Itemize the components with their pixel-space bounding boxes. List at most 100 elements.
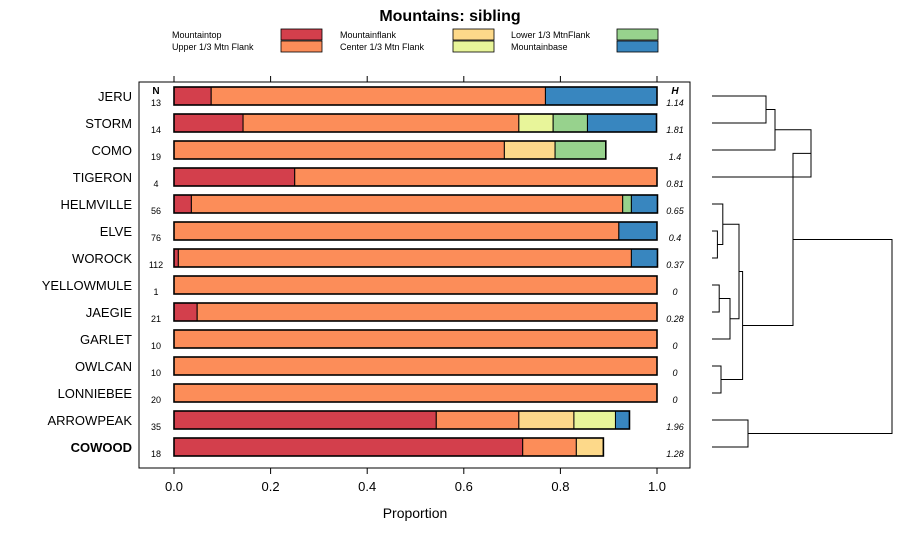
n-value-lonniebee: 20 (151, 395, 161, 405)
h-value-arrowpeak: 1.96 (666, 422, 684, 432)
bar-garlet-upper-1-3-mtn-flank (173, 329, 658, 349)
dendrogram-link-5 (712, 284, 720, 313)
h-labels: 1.14 1.81 1.4 0.81 0.65 0.4 0.37 0 0.28 0 0 0 1.96 1.… (666, 98, 685, 459)
x-axis-label: Proportion (383, 505, 448, 521)
n-column-header: N (152, 86, 159, 97)
dendrogram-link-3 (712, 230, 718, 259)
bar-cowood-upper-1-3-mtn-flank (522, 437, 577, 457)
x-tick-label-0: 0.0 (165, 479, 183, 494)
bar-jeru-upper-1-3-mtn-flank (210, 86, 546, 106)
bar-cowood-mountainflank (575, 437, 604, 457)
category-labels: JERU STORM COMO TIGERON HELMVILLE ELVE WOROCK Y… (42, 89, 133, 455)
bar-outline-como (173, 140, 607, 160)
h-value-garlet: 0 (672, 341, 677, 351)
row-label-cowood: COWOOD (71, 440, 132, 455)
dendrogram-link-0 (712, 95, 767, 124)
legend-label-lower: Lower 1/3 MtnFlank (511, 30, 591, 40)
legend-label-base: Mountainbase (511, 42, 568, 52)
dendrogram-link-12 (748, 238, 893, 434)
bar-tigeron-upper-1-3-mtn-flank (294, 167, 658, 187)
bar-como-upper-1-3-mtn-flank (173, 140, 505, 160)
dendrogram-link-6 (712, 298, 731, 340)
bar-cowood-mountaintop (173, 437, 524, 457)
bar-arrowpeak-mountainflank (518, 410, 575, 430)
bar-outline-lonniebee (173, 383, 658, 403)
bar-arrowpeak-upper-1-3-mtn-flank (435, 410, 520, 430)
bar-elve-upper-1-3-mtn-flank (173, 221, 620, 241)
bar-outline-jeru (173, 86, 658, 106)
legend-label-center: Center 1/3 Mtn Flank (340, 42, 425, 52)
h-value-elve: 0.4 (669, 233, 682, 243)
bar-lonniebee-upper-1-3-mtn-flank (173, 383, 658, 403)
h-value-storm: 1.81 (666, 125, 684, 135)
row-label-como: COMO (92, 143, 132, 158)
x-tick-label-5: 1.0 (648, 479, 666, 494)
row-label-elve: ELVE (100, 224, 133, 239)
bar-helmville-lower-1-3-mtnflank (622, 194, 632, 214)
n-value-elve: 76 (151, 233, 161, 243)
legend: Mountaintop Mountainflank Lower 1/3 MtnFla… (172, 28, 659, 53)
bar-outline-garlet (173, 329, 658, 349)
legend-swatch-center (452, 40, 495, 53)
n-value-cowood: 18 (151, 449, 161, 459)
n-value-storm: 14 (151, 125, 161, 135)
row-label-arrowpeak: ARROWPEAK (47, 413, 132, 428)
bar-arrowpeak-center-1-3-mtn-flank (573, 410, 616, 430)
bar-worock-mountainbase (630, 248, 658, 268)
h-value-jeru: 1.14 (666, 98, 684, 108)
bar-outline-elve (173, 221, 658, 241)
bar-outline-arrowpeak (173, 410, 631, 430)
bar-outline-yellowmule (173, 275, 658, 295)
row-label-tigeron: TIGERON (73, 170, 132, 185)
h-value-jaegie: 0.28 (666, 314, 684, 324)
h-value-yellowmule: 0 (672, 287, 677, 297)
bars-group (173, 86, 659, 457)
bar-arrowpeak-mountaintop (173, 410, 437, 430)
h-value-lonniebee: 0 (672, 395, 677, 405)
bar-outline-jaegie (173, 302, 658, 322)
bar-owlcan-upper-1-3-mtn-flank (173, 356, 658, 376)
bar-arrowpeak-mountainbase (614, 410, 630, 430)
n-value-garlet: 10 (151, 341, 161, 351)
h-column-header: H (671, 86, 679, 97)
bar-outline-cowood (173, 437, 605, 457)
legend-swatch-base (616, 40, 659, 53)
legend-swatch-mountainflank (452, 28, 495, 41)
legend-label-mountainflank: Mountainflank (340, 30, 397, 40)
legend-swatch-lower (616, 28, 659, 41)
bar-helmville-mountaintop (173, 194, 192, 214)
n-value-tigeron: 4 (153, 179, 158, 189)
dendrogram-link-7 (722, 223, 740, 320)
row-label-garlet: GARLET (80, 332, 132, 347)
x-tick-label-2: 0.4 (358, 479, 376, 494)
legend-label-mountaintop: Mountaintop (172, 30, 222, 40)
row-label-owlcan: OWLCAN (75, 359, 132, 374)
n-value-jaegie: 21 (151, 314, 161, 324)
dendrogram-link-11 (712, 419, 749, 448)
bar-jeru-mountainbase (544, 86, 658, 106)
dendrogram-link-8 (712, 365, 722, 394)
bar-storm-upper-1-3-mtn-flank (242, 113, 520, 133)
bar-elve-mountainbase (618, 221, 658, 241)
h-value-como: 1.4 (669, 152, 682, 162)
n-value-worock: 112 (149, 260, 163, 270)
row-label-jeru: JERU (98, 89, 132, 104)
bar-jaegie-mountaintop (173, 302, 198, 322)
bar-helmville-upper-1-3-mtn-flank (190, 194, 624, 214)
row-label-lonniebee: LONNIEBEE (58, 386, 133, 401)
dendrogram (712, 95, 893, 448)
h-value-tigeron: 0.81 (666, 179, 684, 189)
bar-outline-tigeron (173, 167, 658, 187)
h-value-worock: 0.37 (666, 260, 685, 270)
h-value-cowood: 1.28 (666, 449, 684, 459)
bar-helmville-mountainbase (630, 194, 658, 214)
bar-storm-lower-1-3-mtnflank (552, 113, 588, 133)
h-value-owlcan: 0 (672, 368, 677, 378)
bar-outline-helmville (173, 194, 659, 214)
row-label-helmville: HELMVILLE (60, 197, 132, 212)
row-label-yellowmule: YELLOWMULE (42, 278, 133, 293)
n-value-arrowpeak: 35 (151, 422, 161, 432)
bar-storm-mountaintop (173, 113, 244, 133)
n-value-jeru: 13 (151, 98, 161, 108)
